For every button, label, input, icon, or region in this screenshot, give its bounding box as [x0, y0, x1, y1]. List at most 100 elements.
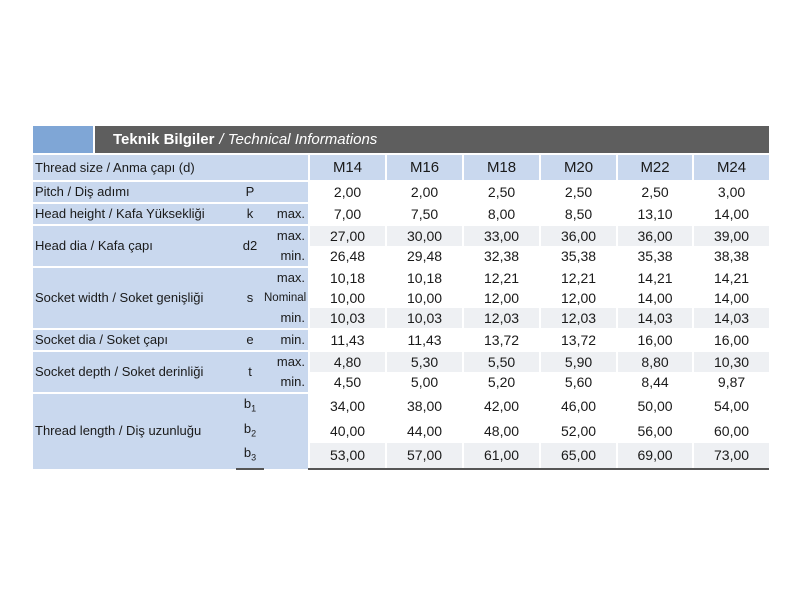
socket-depth-label: Socket depth / Soket derinliği — [33, 350, 236, 393]
table-cell: 13,72 — [539, 328, 618, 351]
socket-width-min-row: min. 10,03 10,03 12,03 12,03 14,03 14,03 — [33, 308, 770, 329]
table-cell: 32,38 — [462, 246, 541, 267]
table-cell: 60,00 — [692, 418, 770, 444]
table-cell: 27,00 — [308, 224, 387, 246]
table-cell: 44,00 — [385, 418, 464, 444]
table-cell: 8,50 — [539, 202, 618, 225]
table-cell: 5,50 — [462, 350, 541, 372]
head-height-qualifier: max. — [264, 202, 310, 225]
table-cell: 14,00 — [692, 288, 770, 308]
table-cell: 36,00 — [616, 224, 694, 246]
table-cell: 65,00 — [539, 443, 618, 470]
table-cell: 8,44 — [616, 372, 694, 393]
table-cell: 10,00 — [385, 288, 464, 308]
table-cell: 16,00 — [692, 328, 770, 351]
table-cell: 73,00 — [692, 443, 770, 470]
table-cell: 39,00 — [692, 224, 770, 246]
table-cell: 42,00 — [462, 392, 541, 419]
table-cell: 2,00 — [385, 180, 464, 203]
socket-depth-max-row: Socket depth / Soket derinliği t max. 4,… — [33, 350, 770, 393]
table-cell: 40,00 — [308, 418, 387, 444]
socket-depth-min-label: min. — [264, 372, 310, 393]
table-cell: 2,00 — [308, 180, 387, 203]
socket-width-label: Socket width / Soket genişliği — [33, 266, 236, 329]
table-cell: 10,18 — [385, 266, 464, 288]
pitch-symbol: P — [236, 180, 264, 203]
table-cell: 46,00 — [539, 392, 618, 419]
table-cell: 5,20 — [462, 372, 541, 393]
head-dia-max-row: Head dia / Kafa çapı d2 max. 27,00 30,00… — [33, 224, 770, 267]
table-cell: 48,00 — [462, 418, 541, 444]
thread-length-b1-row: Thread length / Diş uzunluğu b1 34,00 38… — [33, 392, 770, 469]
socket-width-max-row: Socket width / Soket genişliği s max. 10… — [33, 266, 770, 329]
table-cell: 16,00 — [616, 328, 694, 351]
table-cell: 30,00 — [385, 224, 464, 246]
head-dia-max-label: max. — [264, 224, 310, 246]
header-bar: Teknik Bilgiler / Technical Informations — [95, 126, 769, 153]
head-dia-min-label: min. — [264, 246, 310, 267]
head-dia-min-row: min. 26,48 29,48 32,38 35,38 35,38 38,38 — [33, 246, 770, 267]
size-header: M20 — [539, 155, 618, 181]
socket-dia-row: Socket dia / Soket çapı e min. 11,43 11,… — [33, 328, 770, 351]
technical-spec-table: Thread size / Anma çapı (d) M14 M16 M18 … — [33, 155, 770, 470]
socket-depth-symbol: t — [236, 350, 264, 393]
size-header: M22 — [616, 155, 694, 181]
table-cell: 3,00 — [692, 180, 770, 203]
table-cell: 12,00 — [539, 288, 618, 308]
table-cell: 50,00 — [616, 392, 694, 419]
socket-width-min-label: min. — [264, 308, 310, 329]
table-cell: 14,03 — [616, 308, 694, 329]
thread-length-symbol-b3: b3 — [236, 443, 264, 470]
pitch-row: Pitch / Diş adımı P 2,00 2,00 2,50 2,50 … — [33, 180, 770, 203]
socket-depth-max-label: max. — [264, 350, 310, 372]
table-cell: 57,00 — [385, 443, 464, 470]
table-cell: 12,00 — [462, 288, 541, 308]
socket-dia-symbol: e — [236, 328, 264, 351]
head-dia-symbol: d2 — [236, 224, 264, 267]
thread-length-label: Thread length / Diş uzunluğu — [33, 392, 236, 469]
table-cell: 54,00 — [692, 392, 770, 419]
table-cell: 56,00 — [616, 418, 694, 444]
table-cell: 10,18 — [308, 266, 387, 288]
head-height-symbol: k — [236, 202, 264, 225]
table-cell: 13,72 — [462, 328, 541, 351]
table-cell: 38,00 — [385, 392, 464, 419]
table-cell: 14,00 — [692, 202, 770, 225]
table-cell: 12,21 — [462, 266, 541, 288]
table-cell: 10,00 — [308, 288, 387, 308]
table-cell: 9,87 — [692, 372, 770, 393]
socket-depth-min-row: min. 4,50 5,00 5,20 5,60 8,44 9,87 — [33, 372, 770, 393]
table-cell: 2,50 — [462, 180, 541, 203]
table-cell: 13,10 — [616, 202, 694, 225]
size-header: M16 — [385, 155, 464, 181]
table-cell: 53,00 — [308, 443, 387, 470]
table-cell: 33,00 — [462, 224, 541, 246]
thread-size-label: Thread size / Anma çapı (d) — [33, 155, 310, 181]
table-cell: 4,80 — [308, 350, 387, 372]
socket-width-max-label: max. — [264, 266, 310, 288]
table-cell: 2,50 — [616, 180, 694, 203]
socket-width-nominal-row: Nominal 10,00 10,00 12,00 12,00 14,00 14… — [33, 288, 770, 308]
size-header: M24 — [692, 155, 770, 181]
socket-dia-qualifier: min. — [264, 328, 310, 351]
thread-length-b3-row: b3 53,00 57,00 61,00 65,00 69,00 73,00 — [33, 443, 770, 470]
pitch-label: Pitch / Diş adımı — [33, 180, 236, 203]
table-cell: 7,50 — [385, 202, 464, 225]
table-cell: 5,30 — [385, 350, 464, 372]
table-cell: 35,38 — [539, 246, 618, 267]
header-title-en: / Technical Informations — [219, 131, 378, 148]
table-cell: 4,50 — [308, 372, 387, 393]
table-cell: 36,00 — [539, 224, 618, 246]
table-cell: 2,50 — [539, 180, 618, 203]
table-cell: 10,03 — [385, 308, 464, 329]
socket-dia-label: Socket dia / Soket çapı — [33, 328, 236, 351]
table-cell: 69,00 — [616, 443, 694, 470]
thread-length-symbol-b2: b2 — [236, 418, 264, 444]
table-cell: 5,90 — [539, 350, 618, 372]
table-cell: 11,43 — [308, 328, 387, 351]
size-header: M14 — [308, 155, 387, 181]
table-cell: 35,38 — [616, 246, 694, 267]
header-title-tr: Teknik Bilgiler — [113, 131, 215, 148]
table-cell: 8,00 — [462, 202, 541, 225]
table-cell: 34,00 — [308, 392, 387, 419]
